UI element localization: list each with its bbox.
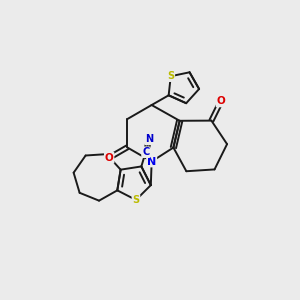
Text: N: N	[147, 157, 156, 166]
Text: S: S	[132, 195, 140, 205]
Text: S: S	[167, 71, 174, 81]
Text: O: O	[217, 96, 225, 106]
Text: O: O	[105, 153, 113, 163]
Text: N: N	[146, 134, 154, 144]
Text: C: C	[142, 147, 149, 157]
